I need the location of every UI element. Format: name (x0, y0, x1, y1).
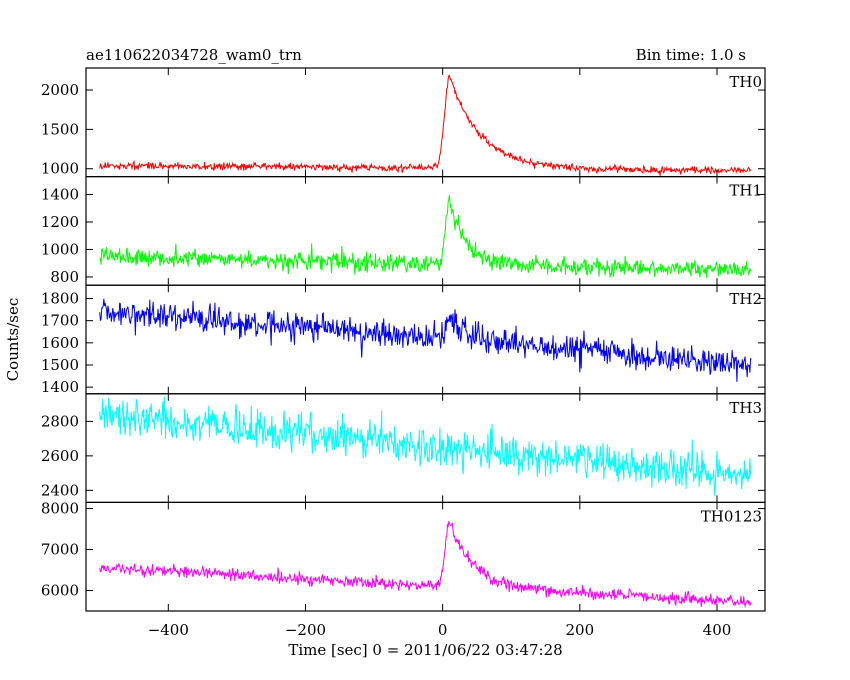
series-line-th3 (99, 396, 752, 497)
y-tick-label: 1000 (41, 160, 79, 178)
x-tick-label: 400 (703, 621, 732, 639)
series-line-th0 (99, 74, 752, 176)
y-tick-label: 1500 (41, 120, 79, 138)
series-line-th1 (99, 194, 752, 278)
y-tick-label: 1400 (41, 185, 79, 203)
y-tick-label: 1200 (41, 213, 79, 231)
y-tick-label: 6000 (41, 582, 79, 600)
x-tick-label: 200 (565, 621, 594, 639)
y-tick-label: 8000 (41, 500, 79, 518)
series-label-th0123: TH0123 (701, 507, 762, 525)
y-tick-label: 1000 (41, 240, 79, 258)
x-tick-label: −200 (285, 621, 326, 639)
panel-frame (85, 67, 766, 178)
series-line-th2 (99, 298, 752, 382)
y-tick-label: 7000 (41, 541, 79, 559)
series-label-th3: TH3 (729, 399, 762, 417)
y-tick-label: 2600 (41, 447, 79, 465)
panel-frame (85, 501, 766, 612)
x-tick-label: −400 (148, 621, 189, 639)
y-tick-label: 2000 (41, 81, 79, 99)
series-line-th0123 (99, 521, 752, 609)
y-tick-label: 2800 (41, 412, 79, 430)
x-axis-label: Time [sec] 0 = 2011/06/22 03:47:28 (288, 641, 562, 659)
x-tick-label: 0 (438, 621, 448, 639)
y-axis-label: Counts/sec (4, 298, 22, 382)
y-tick-label: 1500 (41, 356, 79, 374)
y-tick-label: 1700 (41, 312, 79, 330)
bin-time-label: Bin time: 1.0 s (635, 46, 746, 64)
series-label-th2: TH2 (729, 290, 762, 308)
series-label-th1: TH1 (729, 182, 762, 200)
y-tick-label: 1800 (41, 289, 79, 307)
y-tick-label: 1600 (41, 334, 79, 352)
series-label-th0: TH0 (729, 73, 762, 91)
y-tick-label: 800 (50, 268, 79, 286)
chart-title: ae110622034728_wam0_trn (86, 46, 302, 64)
y-tick-label: 2400 (41, 481, 79, 499)
y-tick-label: 1400 (41, 378, 79, 396)
